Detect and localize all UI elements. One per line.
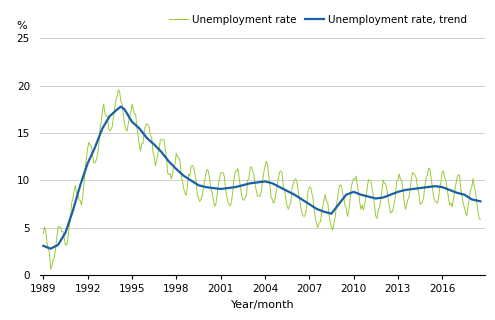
X-axis label: Year/month: Year/month xyxy=(231,300,294,310)
Unemployment rate, trend xyxy=(69,212,75,216)
Line: Unemployment rate, trend: Unemployment rate, trend xyxy=(43,107,481,249)
Unemployment rate xyxy=(341,195,346,199)
Unemployment rate, trend xyxy=(40,244,46,248)
Unemployment rate, trend xyxy=(118,105,124,108)
Y-axis label: %: % xyxy=(16,21,27,31)
Legend: Unemployment rate, Unemployment rate, trend: Unemployment rate, Unemployment rate, tr… xyxy=(165,11,471,29)
Unemployment rate xyxy=(69,201,75,205)
Unemployment rate, trend xyxy=(319,209,325,213)
Line: Unemployment rate: Unemployment rate xyxy=(43,90,481,269)
Unemployment rate xyxy=(115,88,121,92)
Unemployment rate xyxy=(40,232,46,236)
Unemployment rate, trend xyxy=(48,247,53,251)
Unemployment rate, trend xyxy=(341,196,346,200)
Unemployment rate xyxy=(48,267,53,271)
Unemployment rate xyxy=(301,214,307,218)
Unemployment rate xyxy=(204,168,210,172)
Unemployment rate xyxy=(478,217,484,221)
Unemployment rate, trend xyxy=(453,190,459,194)
Unemployment rate, trend xyxy=(204,185,210,189)
Unemployment rate, trend xyxy=(301,199,307,203)
Unemployment rate xyxy=(319,211,325,215)
Unemployment rate xyxy=(453,182,459,186)
Unemployment rate, trend xyxy=(478,199,484,203)
